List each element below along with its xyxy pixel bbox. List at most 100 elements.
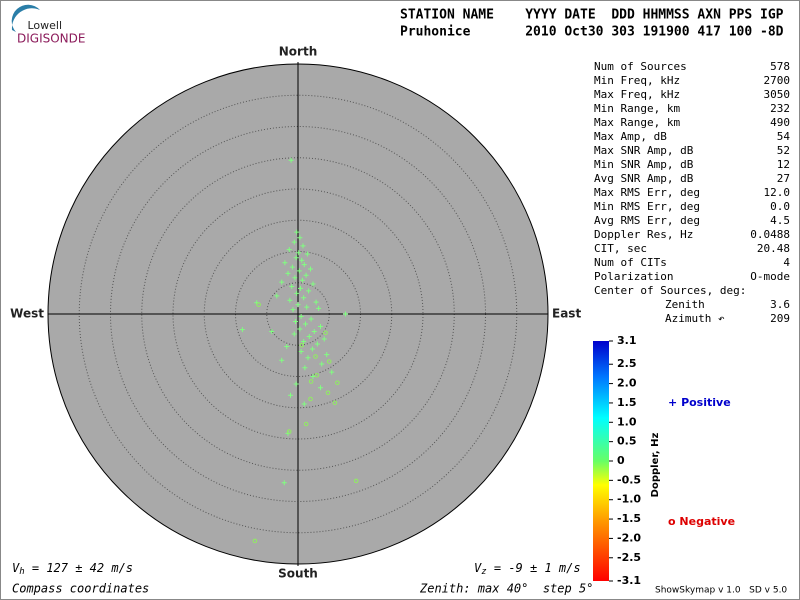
- point-positive: [309, 346, 315, 352]
- legend-negative: o Negative: [668, 515, 735, 528]
- point-positive: [306, 288, 312, 294]
- stat-label: Num of CITs: [594, 256, 667, 269]
- point-negative: [313, 354, 318, 359]
- point-positive: [343, 311, 348, 317]
- point-positive: [319, 361, 325, 367]
- colorbar-tick-label: -0.5: [617, 473, 641, 486]
- point-negative: [332, 400, 338, 406]
- colorbar: [593, 341, 609, 581]
- version: ShowSkymap v 1.0 SD v 5.0: [655, 586, 787, 596]
- colorbar-tick-label: 1.5: [617, 396, 637, 409]
- colorbar-tick-label: -3.1: [617, 574, 641, 587]
- logo-swoosh: [11, 4, 40, 32]
- point-positive: [302, 365, 308, 371]
- point-negative: [256, 302, 261, 307]
- point-negative: [335, 380, 340, 386]
- point-positive: [286, 247, 292, 253]
- point-positive: [281, 480, 287, 486]
- point-positive: [294, 290, 300, 296]
- point-positive: [269, 329, 275, 334]
- point-positive: [290, 307, 296, 313]
- direction-north: North: [279, 45, 317, 59]
- point-positive: [301, 262, 307, 268]
- zenith-note: Zenith: max 40° step 5°: [419, 582, 593, 596]
- coords: Compass coordinates: [12, 582, 149, 596]
- stat-label: Doppler Res, Hz: [594, 228, 693, 241]
- point-positive: [298, 349, 304, 354]
- stat-label: Avg SNR Amp, dB: [594, 172, 694, 185]
- point-positive: [297, 235, 303, 241]
- stat-label: Min Freq, kHz: [594, 74, 680, 87]
- point-positive: [293, 381, 299, 387]
- stat-label: Max RMS Err, deg: [594, 186, 700, 199]
- point-positive: [303, 272, 309, 278]
- stat-value: 578: [770, 60, 790, 73]
- colorbar-tick-label: 0.5: [617, 435, 637, 448]
- point-positive: [314, 341, 320, 347]
- point-positive: [295, 302, 301, 308]
- point-positive: [304, 251, 310, 257]
- center-row-value: 209: [770, 312, 790, 325]
- vz-sub: z: [481, 567, 486, 577]
- point-positive: [329, 369, 335, 375]
- stat-value: 0.0: [770, 200, 790, 213]
- point-positive: [239, 327, 245, 333]
- legend-positive: + Positive: [668, 396, 731, 409]
- stat-value: 4.5: [770, 214, 790, 227]
- stat-label: Max Amp, dB: [594, 130, 667, 143]
- point-positive: [308, 266, 313, 272]
- point-negative: [308, 396, 313, 402]
- point-positive: [288, 157, 294, 163]
- colorbar-tick-label: -1.0: [617, 493, 641, 506]
- point-positive: [299, 277, 305, 283]
- point-positive: [282, 260, 288, 266]
- point-positive: [310, 281, 316, 287]
- point-positive: [308, 316, 314, 322]
- point-positive: [301, 401, 307, 407]
- center-label: Center of Sources, deg:: [594, 284, 746, 297]
- point-positive: [291, 331, 297, 337]
- stat-value: 232: [770, 102, 790, 115]
- legend-label: Positive: [681, 396, 731, 409]
- point-positive: [304, 304, 310, 310]
- stat-label: Min Range, km: [594, 102, 680, 115]
- colorbar-tick-label: -1.5: [617, 512, 641, 525]
- stat-value: 3050: [764, 88, 791, 101]
- stat-label: Max SNR Amp, dB: [594, 144, 694, 157]
- colorbar-tick-label: -2.5: [617, 551, 641, 564]
- stat-value: 20.48: [757, 242, 790, 255]
- point-positive: [288, 392, 293, 398]
- center-row-label: Zenith: [665, 298, 705, 311]
- point-positive: [291, 239, 297, 245]
- logo-bottom: DIGISONDE: [17, 32, 85, 46]
- point-positive: [285, 270, 291, 276]
- colorbar-tick-label: 0: [617, 454, 625, 467]
- vh-symbol: V: [12, 561, 20, 575]
- center-row-value: 3.6: [770, 298, 790, 311]
- point-positive: [294, 229, 300, 235]
- point-positive: [279, 279, 285, 285]
- stat-value: O-mode: [750, 270, 790, 283]
- point-negative: [353, 478, 359, 484]
- point-positive: [311, 329, 317, 334]
- point-positive: [301, 295, 307, 301]
- stat-label: Max Range, km: [594, 116, 680, 129]
- stat-value: 12.0: [764, 186, 791, 199]
- stat-value: 27: [777, 172, 790, 185]
- vz-symbol: V: [474, 561, 482, 575]
- point-positive: [279, 357, 285, 363]
- direction-east: East: [552, 307, 581, 321]
- colorbar-tick-label: 2.5: [617, 357, 637, 370]
- stat-value: 4: [783, 256, 790, 269]
- point-positive: [292, 275, 298, 281]
- point-positive: [274, 293, 280, 299]
- point-positive: [293, 319, 298, 324]
- point-positive: [306, 334, 312, 339]
- plot: North South West East: [10, 45, 581, 581]
- stat-label: CIT, sec: [594, 242, 647, 255]
- point-negative: [303, 421, 309, 427]
- point-positive: [305, 355, 311, 361]
- point-positive: [301, 339, 307, 344]
- point-positive: [298, 314, 304, 319]
